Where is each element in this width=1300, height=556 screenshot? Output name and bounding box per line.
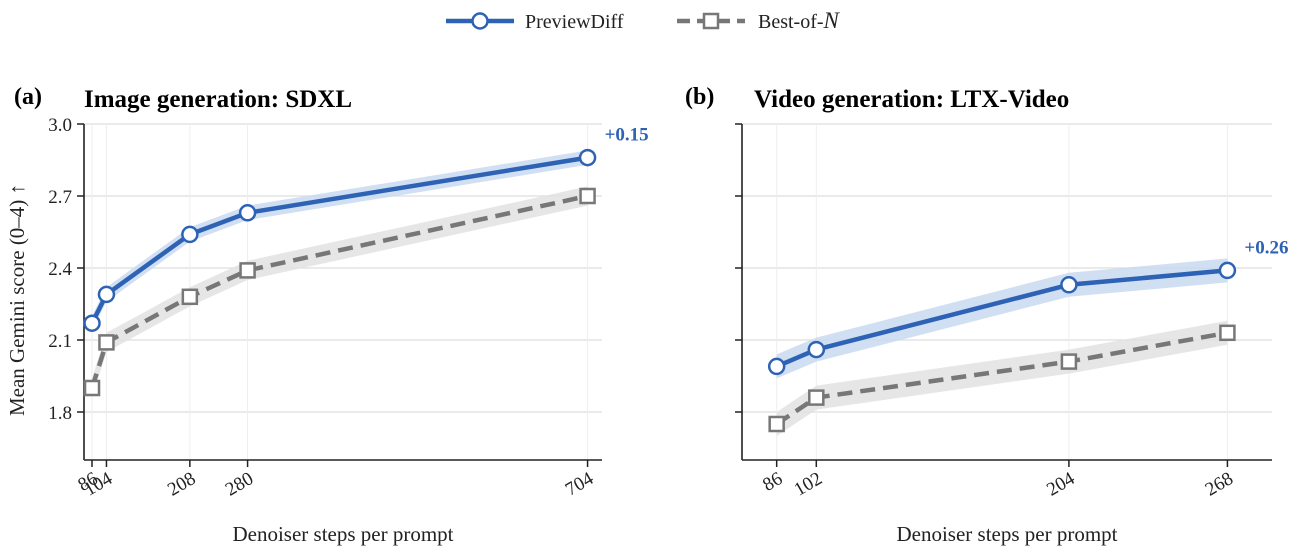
x-tick-label: 204	[1043, 468, 1079, 501]
point-previewdiff	[767, 357, 786, 376]
band-bestofn	[776, 320, 1228, 436]
x-axis-label: Denoiser steps per prompt	[896, 522, 1117, 546]
point-previewdiff	[578, 148, 597, 167]
chart-panel-b: 86 102 204 268 +0.26 (b) Video generation: LTX…	[685, 84, 1288, 546]
point-bestofn	[808, 389, 825, 406]
series-line-previewdiff	[775, 268, 1228, 369]
legend-marker-previewdiff	[471, 12, 489, 30]
y-tick-label: 2.4	[48, 259, 72, 280]
panel-title: Image generation: SDXL	[84, 86, 352, 113]
series-line-bestofn	[775, 330, 1228, 426]
annotation-delta: +0.26	[1244, 237, 1288, 258]
y-tick-label: 3.0	[48, 115, 72, 136]
series-line-previewdiff	[89, 155, 588, 325]
point-bestofn	[1060, 353, 1078, 370]
x-tick-label: 208	[164, 468, 199, 500]
point-previewdiff	[807, 340, 826, 359]
legend-marker-bestofn	[702, 12, 720, 30]
point-bestofn	[768, 415, 785, 433]
y-tick-label: 2.7	[48, 187, 72, 208]
point-bestofn	[1219, 324, 1236, 342]
point-previewdiff	[83, 314, 101, 332]
legend: PreviewDiff Best-of-N	[446, 8, 841, 33]
x-tick-label: 268	[1202, 468, 1237, 500]
band-bestofn	[92, 186, 588, 398]
band-previewdiff	[776, 258, 1228, 379]
series-line-bestofn	[89, 193, 589, 389]
panel-letter: (a)	[14, 84, 42, 110]
legend-label-previewdiff: PreviewDiff	[525, 11, 624, 33]
x-tick-label: 704	[562, 468, 598, 501]
point-previewdiff	[181, 225, 199, 244]
panel-letter: (b)	[685, 84, 714, 110]
point-bestofn	[579, 187, 596, 205]
point-previewdiff	[1218, 261, 1237, 280]
annotation-delta: +0.15	[605, 125, 649, 146]
point-previewdiff	[1060, 276, 1078, 294]
y-axis-label: Mean Gemini score (0–4) ↑	[5, 184, 29, 416]
x-tick-label: 86	[759, 468, 786, 496]
point-bestofn	[98, 334, 115, 351]
y-tick-label: 2.1	[48, 331, 72, 352]
point-previewdiff	[97, 285, 116, 304]
y-tick-label: 1.8	[48, 403, 72, 424]
point-previewdiff	[238, 204, 257, 222]
x-axis-label: Denoiser steps per prompt	[232, 522, 453, 546]
legend-label-bestofn: Best-of-N	[758, 8, 841, 33]
x-tick-label: 280	[222, 468, 257, 500]
panel-title: Video generation: LTX-Video	[754, 86, 1069, 113]
point-bestofn	[239, 262, 256, 279]
point-bestofn	[181, 288, 199, 306]
x-tick-label: 102	[791, 468, 826, 500]
point-bestofn	[83, 379, 101, 397]
